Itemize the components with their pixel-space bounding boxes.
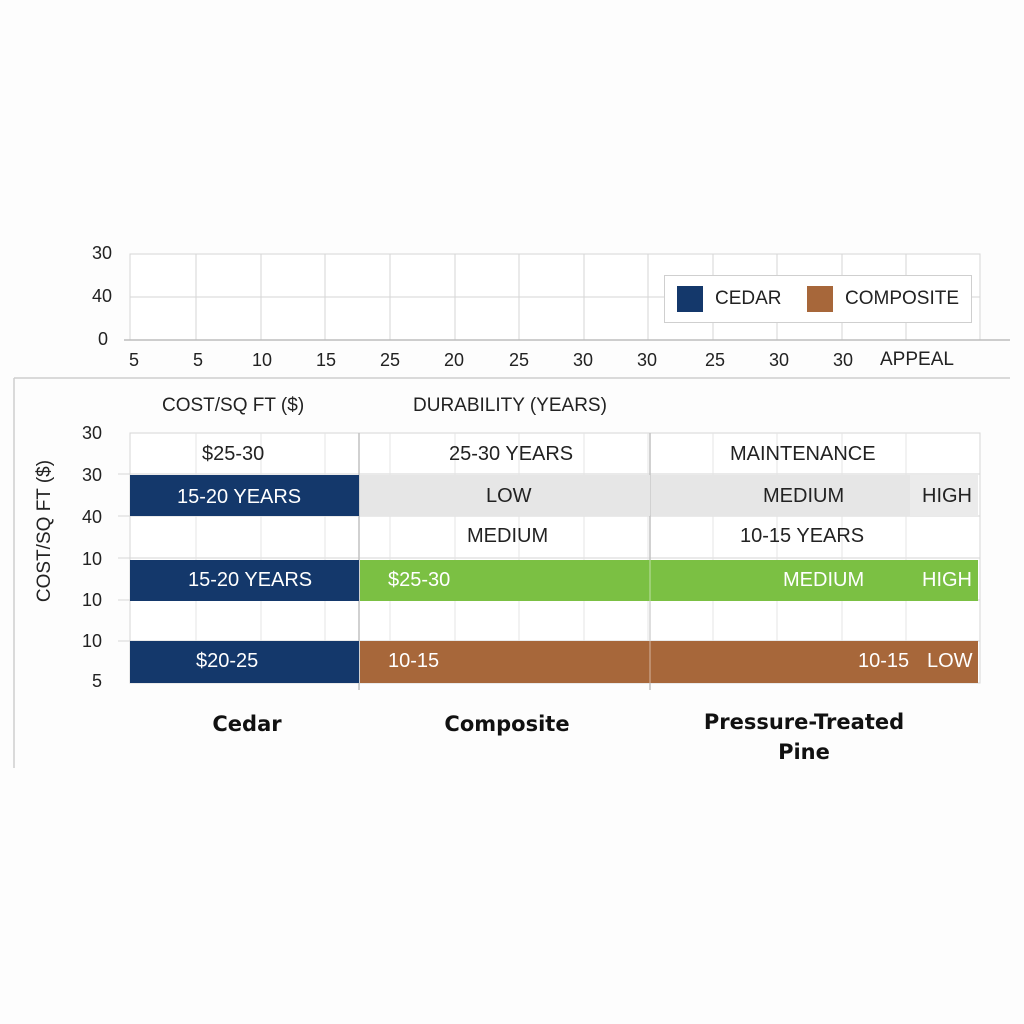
top-x-tick: 15 bbox=[315, 350, 337, 370]
category-composite: Composite bbox=[444, 712, 570, 736]
bar-pine-end-row1 bbox=[910, 475, 978, 516]
bar-label: 10-15 bbox=[858, 650, 910, 672]
top-x-tick: 25 bbox=[379, 350, 401, 370]
bar-label: $25-30 bbox=[388, 569, 451, 591]
y-axis-label: COST/SQ FT ($) bbox=[34, 459, 55, 603]
header-durability: DURABILITY (YEARS) bbox=[413, 395, 607, 416]
bar-composite-row1 bbox=[360, 475, 650, 516]
legend-label-composite: COMPOSITE bbox=[845, 288, 960, 309]
top-x-tick: 20 bbox=[443, 350, 465, 370]
bottom-chart-bars bbox=[130, 475, 978, 683]
bar-composite-pine-row3 bbox=[360, 560, 978, 601]
bar-composite-pine-row4 bbox=[360, 641, 978, 683]
top-x-tick: 5 bbox=[128, 350, 139, 370]
bar-label: MEDIUM bbox=[763, 485, 845, 507]
top-x-tick: 5 bbox=[192, 350, 203, 370]
y-tick: 10 bbox=[81, 631, 102, 651]
y-tick: 30 bbox=[81, 465, 102, 485]
top-x-end-label: APPEAL bbox=[880, 349, 954, 370]
y-tick: 5 bbox=[91, 671, 102, 691]
top-x-tick: 30 bbox=[636, 350, 658, 370]
legend-swatch-composite bbox=[807, 286, 833, 312]
top-y-tick: 40 bbox=[91, 286, 112, 306]
bar-label: LOW bbox=[927, 650, 973, 672]
legend: CEDAR COMPOSITE bbox=[664, 275, 972, 323]
bar-label: HIGH bbox=[922, 569, 972, 591]
y-tick: 10 bbox=[81, 549, 102, 569]
cell-text: $25-30 bbox=[202, 443, 265, 465]
top-x-tick: 25 bbox=[508, 350, 530, 370]
cell-text: MAINTENANCE bbox=[730, 443, 876, 465]
y-tick: 40 bbox=[81, 507, 102, 527]
top-x-tick: 30 bbox=[768, 350, 790, 370]
bar-cedar-row3 bbox=[130, 560, 359, 601]
bar-label: HIGH bbox=[922, 485, 972, 507]
cell-text: MEDIUM bbox=[467, 525, 549, 547]
top-x-tick: 30 bbox=[832, 350, 854, 370]
y-tick: 10 bbox=[81, 590, 102, 610]
top-x-tick: 25 bbox=[704, 350, 726, 370]
category-pressure-treated: Pressure-Treated bbox=[703, 710, 905, 734]
top-y-tick: 0 bbox=[97, 329, 108, 349]
bar-label: 10-15 bbox=[388, 650, 440, 672]
top-x-tick: 10 bbox=[251, 350, 273, 370]
legend-swatch-cedar bbox=[677, 286, 703, 312]
top-y-tick: 30 bbox=[91, 243, 112, 263]
category-pine: Pine bbox=[778, 740, 830, 764]
category-cedar: Cedar bbox=[212, 712, 282, 736]
header-cost: COST/SQ FT ($) bbox=[162, 395, 305, 416]
cell-text: 10-15 YEARS bbox=[740, 525, 865, 547]
bar-label: 15-20 YEARS bbox=[188, 569, 313, 591]
bar-pine-row1 bbox=[651, 475, 910, 516]
bar-label: $20-25 bbox=[196, 650, 259, 672]
bar-label: 15-20 YEARS bbox=[177, 486, 302, 508]
y-tick: 30 bbox=[81, 423, 102, 443]
legend-label-cedar: CEDAR bbox=[715, 288, 782, 309]
bar-cedar-row1 bbox=[130, 475, 359, 516]
bar-cedar-row4 bbox=[130, 641, 359, 683]
bar-label: MEDIUM bbox=[783, 569, 865, 591]
cell-text: 25-30 YEARS bbox=[449, 443, 574, 465]
top-x-tick: 30 bbox=[572, 350, 594, 370]
bar-label: LOW bbox=[486, 485, 532, 507]
